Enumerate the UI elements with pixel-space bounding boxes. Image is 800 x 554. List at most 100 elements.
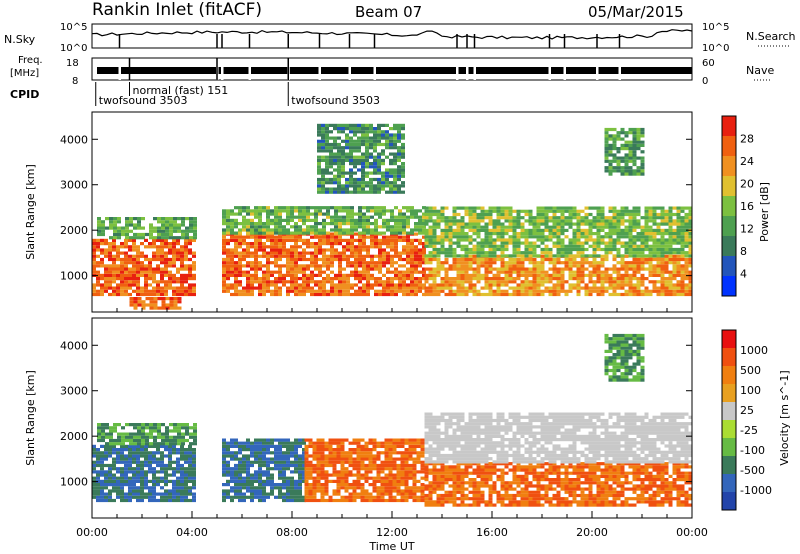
heatmap-cell bbox=[172, 492, 176, 496]
heatmap-cell bbox=[620, 127, 625, 132]
heatmap-cell bbox=[588, 280, 593, 284]
heatmap-cell bbox=[616, 280, 621, 284]
heatmap-cell bbox=[422, 215, 426, 219]
heatmap-cell bbox=[664, 280, 669, 284]
heatmap-cell bbox=[369, 146, 373, 150]
heatmap-cell bbox=[278, 489, 282, 493]
heatmap-cell bbox=[620, 159, 625, 163]
heatmap-cell bbox=[604, 270, 609, 274]
heatmap-cell bbox=[328, 451, 333, 455]
heatmap-cell bbox=[137, 429, 141, 433]
heatmap-cell bbox=[456, 283, 461, 287]
heatmap-cell bbox=[402, 280, 406, 284]
heatmap-cell bbox=[148, 457, 152, 461]
heatmap-cell bbox=[188, 467, 192, 471]
heatmap-cell bbox=[440, 251, 445, 255]
heatmap-cell bbox=[304, 467, 309, 471]
heatmap-cell bbox=[129, 435, 133, 439]
heatmap-cell bbox=[552, 292, 557, 297]
heatmap-cell bbox=[552, 219, 557, 223]
heatmap-cell bbox=[262, 273, 266, 277]
heatmap-cell bbox=[342, 257, 346, 262]
heatmap-cell bbox=[318, 289, 322, 293]
heatmap-cell bbox=[314, 209, 318, 213]
heatmap-cell bbox=[346, 242, 350, 246]
heatmap-cell bbox=[262, 463, 266, 468]
heatmap-cell bbox=[334, 273, 338, 277]
heatmap-cell bbox=[222, 451, 226, 455]
heatmap-cell bbox=[660, 286, 665, 290]
heatmap-cell bbox=[472, 273, 477, 277]
heatmap-cell bbox=[660, 283, 665, 287]
heatmap-cell bbox=[137, 438, 141, 443]
heatmap-cell bbox=[234, 489, 238, 493]
heatmap-cell bbox=[568, 264, 573, 268]
heatmap-cell bbox=[161, 217, 165, 221]
heatmap-cell bbox=[144, 476, 148, 480]
heatmap-cell bbox=[172, 242, 176, 246]
heatmap-cell bbox=[472, 257, 477, 262]
heatmap-cell bbox=[325, 123, 329, 127]
heatmap-cell bbox=[192, 486, 196, 490]
heatmap-cell bbox=[508, 270, 513, 274]
heatmap-cell bbox=[168, 448, 172, 452]
heatmap-cell bbox=[552, 232, 557, 236]
heatmap-cell bbox=[270, 231, 274, 235]
heatmap-cell bbox=[286, 286, 290, 290]
heatmap-cell bbox=[520, 283, 525, 287]
heatmap-cell bbox=[620, 131, 625, 135]
heatmap-cell bbox=[136, 444, 140, 448]
heatmap-cell bbox=[96, 473, 100, 477]
heatmap-cell bbox=[406, 209, 410, 213]
heatmap-cell bbox=[282, 483, 286, 487]
heatmap-cell bbox=[320, 476, 325, 480]
heatmap-cell bbox=[120, 292, 124, 297]
heatmap-cell bbox=[302, 473, 306, 477]
heatmap-cell bbox=[160, 277, 164, 281]
heatmap-cell bbox=[188, 448, 192, 452]
heatmap-cell bbox=[266, 283, 270, 287]
heatmap-cell bbox=[156, 270, 160, 274]
heatmap-cell bbox=[184, 292, 188, 297]
heatmap-cell bbox=[328, 463, 333, 468]
heatmap-cell bbox=[314, 283, 318, 287]
heatmap-cell bbox=[588, 222, 593, 226]
heatmap-cell bbox=[440, 212, 445, 217]
heatmap-cell bbox=[270, 270, 274, 274]
heatmap-cell bbox=[676, 292, 681, 297]
heatmap-cell bbox=[101, 423, 105, 427]
heatmap-cell bbox=[306, 242, 310, 246]
heatmap-cell bbox=[333, 162, 337, 166]
heatmap-cell bbox=[418, 280, 422, 284]
heatmap-cell bbox=[608, 222, 613, 226]
heatmap-cell bbox=[332, 454, 337, 458]
heatmap-cell bbox=[492, 225, 497, 229]
heatmap-cell bbox=[612, 238, 617, 242]
heatmap-cell bbox=[668, 244, 673, 248]
heatmap-cell bbox=[516, 267, 521, 271]
heatmap-cell bbox=[361, 133, 365, 137]
heatmap-cell bbox=[544, 238, 549, 242]
heatmap-cell bbox=[180, 473, 184, 477]
heatmap-cell bbox=[484, 264, 489, 268]
heatmap-cell bbox=[358, 231, 362, 235]
heatmap-cell bbox=[532, 241, 537, 245]
heatmap-cell bbox=[160, 273, 164, 277]
heatmap-cell bbox=[568, 241, 573, 245]
heatmap-cell bbox=[144, 473, 148, 477]
heatmap-cell bbox=[612, 267, 617, 271]
heatmap-cell bbox=[612, 143, 617, 147]
heatmap-cell bbox=[274, 209, 278, 213]
heatmap-cell bbox=[329, 136, 333, 140]
heatmap-cell bbox=[512, 244, 517, 248]
heatmap-cell bbox=[410, 273, 414, 277]
heatmap-cell bbox=[440, 280, 445, 284]
heatmap-cell bbox=[652, 235, 657, 239]
heatmap-cell bbox=[422, 267, 426, 271]
heatmap-cell bbox=[188, 489, 192, 493]
heatmap-cell bbox=[152, 270, 156, 274]
heatmap-cell bbox=[184, 248, 188, 252]
heatmap-cell bbox=[386, 242, 390, 246]
heatmap-cell bbox=[414, 225, 418, 229]
heatmap-cell bbox=[620, 216, 625, 220]
